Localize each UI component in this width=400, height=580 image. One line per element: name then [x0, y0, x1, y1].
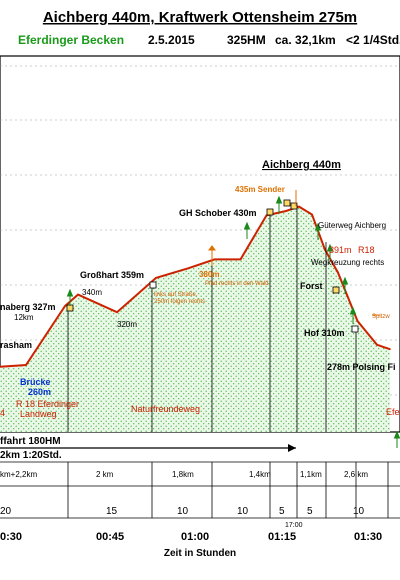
- profile-point-4: [116, 311, 118, 314]
- profile-line: [0, 205, 391, 368]
- x-tick-0130: 01:30: [354, 531, 382, 543]
- tree-icon: [243, 221, 251, 239]
- label-red-4: 4: [0, 408, 5, 418]
- profile-point-8: [239, 258, 242, 261]
- label-schober: GH Schober 430m: [179, 208, 257, 218]
- label-340m: 340m: [82, 288, 102, 297]
- label-sender: 435m Sender: [235, 185, 285, 194]
- min-6: 5: [307, 506, 313, 517]
- profile-point-3: [77, 293, 79, 296]
- label-gueterweg: Güterweg Aichberg: [318, 221, 386, 230]
- label-r18-eferdinger: R 18 Eferdinger: [16, 399, 79, 409]
- label-efer: Efer: [386, 407, 400, 417]
- label-hof: Hof 310m: [304, 328, 345, 338]
- profile-point-11: [298, 205, 300, 208]
- summary-row1-a: ffahrt 180HM: [0, 436, 61, 447]
- subtitle-hm: 325HM: [227, 33, 266, 47]
- marker-hof: [351, 325, 359, 333]
- label-bruecke-height: 260m: [28, 387, 51, 397]
- label-forst: Forst: [300, 281, 323, 291]
- tree-icon: [314, 222, 322, 240]
- signpost-icon: [208, 190, 380, 316]
- label-landweg: Landweg: [20, 409, 57, 419]
- profile-point-1: [25, 364, 27, 366]
- note-strasse-1: links auf Straße,: [154, 292, 198, 298]
- label-spitz: Spitzw: [372, 314, 390, 320]
- label-r18-right: R18: [358, 245, 375, 255]
- label-bruecke: Brücke: [20, 377, 51, 387]
- tree-icons: [66, 195, 400, 448]
- profile-point-13: [324, 248, 326, 251]
- profile-point-12: [311, 213, 313, 216]
- note-pfad: Pfad rechts in den Wald: [205, 281, 268, 287]
- profile-area: [0, 206, 390, 432]
- profile-area-group: [0, 205, 391, 432]
- waypoint-markers: [66, 199, 359, 333]
- label-naturfreundeweg: Naturfreundeweg: [131, 404, 200, 414]
- label-aichberg: Aichberg 440m: [262, 159, 341, 171]
- profile-point-17: [389, 348, 391, 351]
- label-polsing: 278m Polsing Fi: [327, 362, 396, 372]
- marker-schober: [266, 208, 274, 216]
- summary-arrowhead: [288, 444, 296, 452]
- label-naberg: naberg 327m: [0, 302, 56, 312]
- profile-point-7: [213, 258, 216, 261]
- profile-point-15: [356, 320, 359, 322]
- min-1: 20: [0, 506, 12, 517]
- marker-forst: [332, 286, 340, 294]
- tree-icon: [275, 195, 283, 213]
- profile-point-0: [0, 366, 1, 368]
- km-segment-6: 2,6 km: [344, 470, 368, 479]
- chart-title: Aichberg 440m, Kraftwerk Ottensheim 275m: [43, 9, 357, 26]
- min-5: 5: [279, 506, 285, 517]
- km-segment-4: 1,4km: [249, 470, 271, 479]
- label-391m: 391m: [329, 245, 352, 255]
- min-3: 10: [177, 506, 189, 517]
- tree-icon: [66, 288, 74, 306]
- km-segment-5: 1,1km: [300, 470, 322, 479]
- km-segment-2: 2 km: [96, 470, 114, 479]
- tree-icon: [393, 430, 400, 448]
- label-grosshart: Großhart 359m: [80, 270, 144, 280]
- tree-icon: [349, 306, 357, 324]
- label-320m: 320m: [117, 320, 137, 329]
- label-380m: 380m: [199, 270, 219, 279]
- profile-point-16: [376, 344, 378, 346]
- note-strasse-2: 250m folgen rechts: [154, 299, 205, 305]
- min-2: 15: [106, 506, 118, 517]
- profile-point-10: [285, 210, 287, 212]
- time-1700: 17:00: [285, 522, 303, 529]
- profile-point-14: [337, 271, 339, 274]
- label-12km: 12km: [14, 313, 34, 322]
- km-dividers: [67, 462, 389, 518]
- tree-icon: [341, 276, 349, 294]
- marker-sender: [283, 199, 291, 207]
- min-7: 10: [353, 506, 365, 517]
- subtitle-km: ca. 32,1km: [275, 33, 336, 47]
- label-wegkreuzung: Wegkreuzung rechts: [311, 258, 384, 267]
- profile-point-5: [155, 277, 157, 279]
- tree-icon: [326, 243, 334, 261]
- label-grasham: rasham: [0, 340, 32, 350]
- waypoint-lines: [67, 205, 357, 432]
- km-segment-3: 1,8km: [172, 470, 194, 479]
- x-axis-label: Zeit in Stunden: [164, 548, 236, 559]
- summary-row1-b: 2km 1:20Std.: [0, 450, 62, 461]
- x-tick-0045: 00:45: [96, 531, 124, 543]
- profile-point-6: [187, 267, 190, 270]
- marker-grosshart: [149, 281, 157, 289]
- x-tick-0115: 01:15: [268, 531, 296, 543]
- marker-aichberg: [290, 202, 298, 210]
- subtitle-date: 2.5.2015: [148, 33, 195, 47]
- x-tick-0030: 0:30: [0, 531, 22, 543]
- km-first: km+2,2km: [0, 470, 37, 479]
- subtitle-place: Eferdinger Becken: [18, 33, 124, 47]
- x-tick-0100: 01:00: [181, 531, 209, 543]
- subtitle-time: <2 1/4Std.: [346, 33, 400, 47]
- profile-point-2: [64, 305, 66, 307]
- min-4: 10: [237, 506, 249, 517]
